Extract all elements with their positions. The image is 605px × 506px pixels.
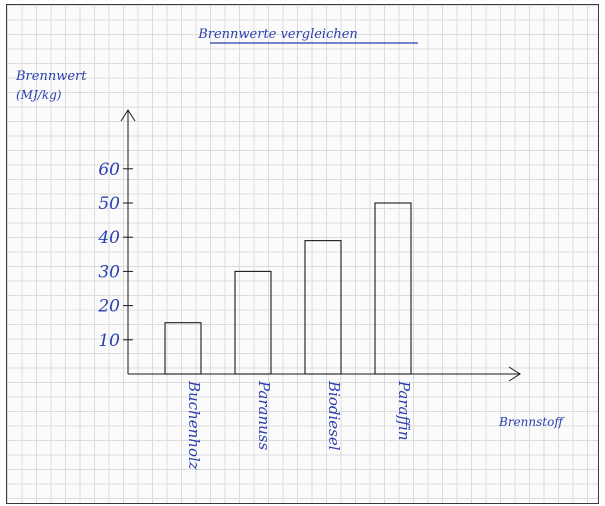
x-axis-arrowhead [508,366,521,382]
category-label: Buchenholz [185,380,203,470]
y-axis-arrowhead [120,109,136,122]
y-tick-label: 10 [98,331,120,351]
bar-chart: Brennwerte vergleichen Brennwert (MJ/kg)… [15,27,565,470]
bar-paranuss [234,270,272,375]
x-axis-label: Brennstoff [498,415,565,429]
bar-paraffin [374,202,412,375]
bar-buchenholz [164,322,202,375]
y-axis-label: Brennwert [15,69,87,84]
bar-biodiesel [304,240,342,375]
category-label: Paranuss [255,380,273,450]
y-tick-label: 20 [97,297,120,317]
category-label: Biodiesel [325,380,343,451]
y-tick-label: 40 [97,228,120,248]
graph-paper-sheet: Brennwerte vergleichen Brennwert (MJ/kg)… [6,4,599,504]
category-label: Paraffin [395,380,413,441]
y-axis-unit: (MJ/kg) [16,88,62,102]
y-tick-label: 60 [98,160,120,180]
y-tick-label: 50 [98,194,120,214]
y-tick-label: 30 [98,262,120,282]
chart-title: Brennwerte vergleichen [197,27,358,42]
